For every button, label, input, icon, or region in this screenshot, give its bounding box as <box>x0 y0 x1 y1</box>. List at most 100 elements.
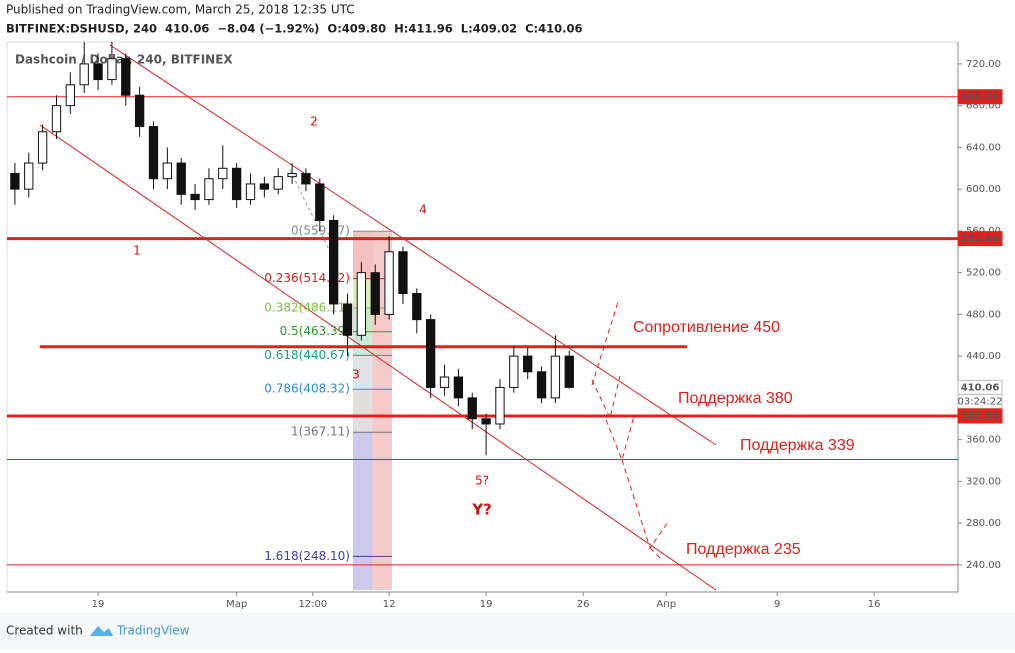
y-tick-label: 280.00 <box>966 518 1001 529</box>
fib-zone <box>353 331 373 356</box>
y-tick-label: 680.00 <box>966 101 1001 112</box>
channel-lower <box>39 124 717 591</box>
candle-body <box>453 376 464 399</box>
candle-body <box>107 58 117 81</box>
candle-body <box>121 58 131 96</box>
quote: BITFINEX:DSHUSD, 240 410.06 −8.04 (−1.92… <box>6 22 583 36</box>
y-tick-label: 240.00 <box>966 560 1001 571</box>
candle-body <box>509 355 519 388</box>
candle-body <box>190 193 200 201</box>
fib-label: 0(559.67) <box>291 224 350 238</box>
price-label: 410.06 <box>961 382 1000 393</box>
candle-body <box>439 376 450 388</box>
candle-body <box>523 355 533 373</box>
price-label: 382.68 <box>961 411 1000 422</box>
y-tick-label: 360.00 <box>966 435 1001 446</box>
candle-body <box>356 272 367 336</box>
fib-zone <box>353 355 373 390</box>
candle-body <box>550 355 561 399</box>
annotation: Поддержка 380 <box>678 390 793 407</box>
x-tick-label: 19 <box>92 599 105 610</box>
y-tick-label: 320.00 <box>966 476 1001 487</box>
candle-body <box>245 183 256 201</box>
x-tick-label: Мар <box>226 599 247 610</box>
wave-label: 3 <box>352 368 360 382</box>
candle-body <box>10 172 20 190</box>
y-tick-label: 720.00 <box>966 59 1001 70</box>
price-label-box <box>957 408 1003 424</box>
channel-upper <box>109 44 717 446</box>
candle-body <box>51 105 62 133</box>
candle-body <box>93 63 103 81</box>
candle-body <box>370 272 380 315</box>
projection <box>591 301 669 561</box>
candle-body <box>134 94 145 128</box>
wave-link <box>289 169 336 263</box>
fib-label: 0.786(408.32) <box>264 382 350 396</box>
candle-body <box>328 219 339 305</box>
price-label: 688.56 <box>961 92 1000 103</box>
x-tick-label: 19 <box>480 599 493 610</box>
wave-label: Y? <box>471 501 492 519</box>
candle-body <box>79 63 89 86</box>
candle-body <box>204 178 214 201</box>
y-tick-label: 520.00 <box>966 268 1001 279</box>
y-tick-label: 640.00 <box>966 142 1001 153</box>
candle-body <box>398 251 408 295</box>
wave-label: 4 <box>419 203 427 217</box>
x-tick-label: 12:00 <box>298 599 327 610</box>
plot-area <box>6 41 959 593</box>
candle-body <box>37 131 48 164</box>
candle-body <box>426 319 436 388</box>
candle-body <box>259 183 270 190</box>
candle-body <box>412 293 422 321</box>
candle-body <box>65 84 75 107</box>
annotation: Поддержка 339 <box>740 437 855 454</box>
annotation: Поддержка 235 <box>686 541 801 558</box>
fib-label: 0.382(486.11) <box>264 301 350 315</box>
logo <box>90 626 113 636</box>
y-tick-label: 480.00 <box>966 309 1001 320</box>
countdown-box <box>957 393 1003 409</box>
fib-label: 1.618(248.10) <box>264 549 350 563</box>
candle-body <box>384 251 394 315</box>
fib-label: 0.618(440.67) <box>264 348 350 362</box>
candle-body <box>162 162 173 180</box>
candle-body <box>481 418 491 425</box>
y-tick-label: 440.00 <box>966 351 1001 362</box>
price-label-box <box>957 89 1003 105</box>
fib-zone <box>353 389 373 433</box>
candle-body <box>218 167 228 180</box>
price-label-box <box>957 231 1003 247</box>
fib-label: 0.236(514.22) <box>264 271 350 285</box>
x-tick-label: Апр <box>656 599 676 610</box>
candle-body <box>342 303 353 336</box>
annotation: Сопротивление 450 <box>633 319 780 336</box>
candle-body <box>176 162 186 195</box>
y-tick-label: 600.00 <box>966 184 1001 195</box>
candle-body <box>536 371 547 399</box>
wave-label: 1 <box>133 244 141 258</box>
wave-label: 2 <box>310 115 318 129</box>
published: Published on TradingView.com, March 25, … <box>6 3 355 17</box>
candle-body <box>24 162 34 190</box>
candle-body <box>273 176 283 190</box>
candle-body <box>148 126 159 180</box>
fib-label: 0.5(463.39) <box>280 324 350 338</box>
candle-body <box>467 397 477 420</box>
wave-label: 5? <box>475 474 489 488</box>
fib-label: 1(367.11) <box>291 425 350 439</box>
fib-zone <box>353 556 373 590</box>
x-tick-label: 16 <box>868 599 881 610</box>
candle-body <box>301 172 311 185</box>
x-tick-label: 9 <box>774 599 780 610</box>
fib-zone <box>353 432 373 557</box>
footer-brand: TradingView <box>116 624 190 638</box>
price-label: 552.60 <box>961 234 1000 245</box>
candle-body <box>495 386 505 425</box>
countdown: 03:24:22 <box>958 396 1003 407</box>
candle-body <box>231 167 242 201</box>
fib-zone <box>353 231 373 279</box>
footer-bar <box>0 612 1015 649</box>
